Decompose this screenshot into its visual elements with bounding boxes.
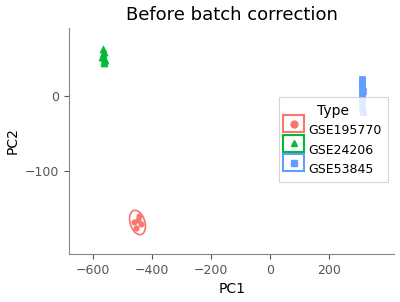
Point — [99, 54, 106, 59]
Point — [359, 89, 366, 94]
Legend: GSE195770, GSE24206, GSE53845: GSE195770, GSE24206, GSE53845 — [278, 98, 388, 182]
Point — [359, 92, 365, 97]
Point — [359, 77, 366, 82]
Title: Before batch correction: Before batch correction — [126, 5, 338, 24]
Point — [359, 107, 365, 112]
Point — [131, 220, 138, 225]
X-axis label: PC1: PC1 — [218, 282, 245, 297]
Y-axis label: PC2: PC2 — [6, 127, 20, 154]
Point — [359, 110, 366, 115]
Point — [359, 83, 365, 88]
Point — [100, 47, 106, 51]
Point — [135, 218, 141, 223]
Point — [136, 214, 142, 219]
Point — [101, 60, 107, 65]
Point — [359, 101, 366, 106]
Point — [359, 80, 365, 85]
Point — [138, 222, 144, 226]
Point — [100, 52, 106, 57]
Point — [359, 86, 366, 91]
Point — [101, 59, 108, 63]
Point — [100, 50, 107, 54]
Point — [132, 225, 139, 230]
Point — [101, 56, 107, 60]
Point — [102, 57, 108, 62]
Point — [359, 95, 365, 100]
